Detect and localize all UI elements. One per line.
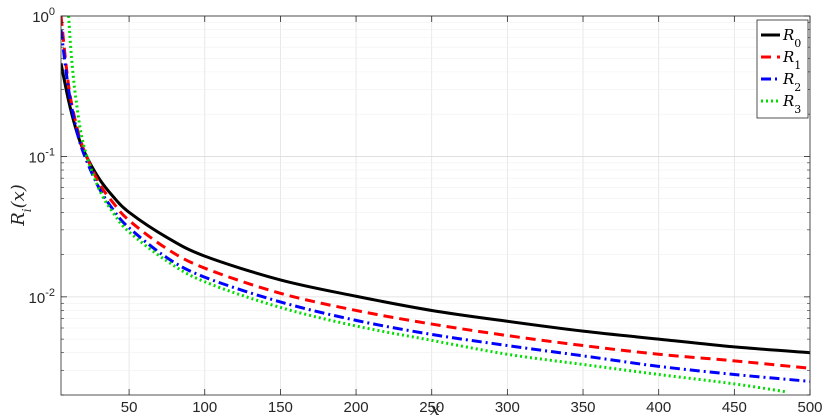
x-tick-label: 150: [268, 399, 293, 416]
y-tick-label: 10-1: [29, 146, 55, 166]
x-tick-label: 200: [344, 399, 369, 416]
plot-frame: [60, 15, 811, 396]
y-tick-label: 10-2: [29, 287, 55, 307]
series-line-r2: [61, 29, 810, 383]
x-tick-label: 400: [646, 399, 671, 416]
x-tick-label: 250: [419, 399, 444, 416]
plot-background: [61, 16, 810, 395]
x-tick-labels: 50 100 150 200 250 300 350 400 450 500: [121, 399, 823, 416]
x-tick-label: 300: [495, 399, 520, 416]
series-line-r1: [61, 16, 810, 370]
grid: [61, 15, 811, 396]
x-tick-label: 100: [192, 399, 217, 416]
y-tick-labels: 10-2 10-1 100: [29, 6, 55, 307]
x-tick-label: 500: [797, 399, 822, 416]
x-tick-label: 50: [121, 399, 138, 416]
legend-entry-r0: R0: [782, 26, 801, 50]
x-tick-label: 450: [722, 399, 747, 416]
legend-entry-r1: R1: [782, 48, 801, 72]
legend-entry-r3: R3: [782, 92, 801, 116]
y-tick-label: 100: [32, 6, 55, 26]
y-axis-label: Ri(x): [8, 184, 34, 227]
series-line-r3: [67, 16, 788, 394]
series-lines: [61, 16, 810, 394]
x-axis-label: x: [430, 399, 440, 417]
legend-entry-r2: R2: [782, 70, 801, 94]
x-tick-label: 350: [571, 399, 596, 416]
